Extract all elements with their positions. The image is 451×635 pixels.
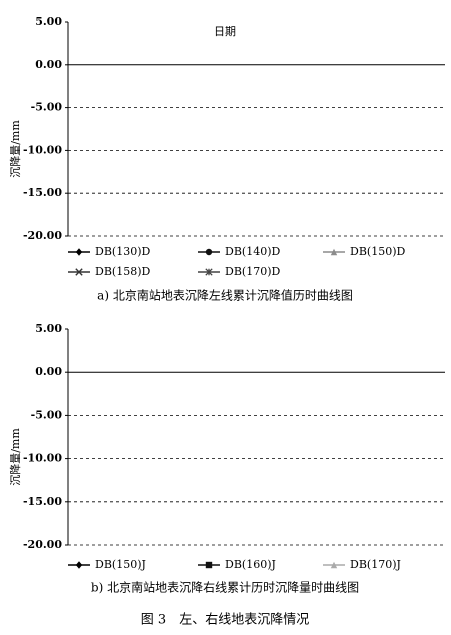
legend-label: DB(170)D [225, 265, 280, 278]
y-tick-label: -20.00 [23, 229, 62, 242]
legend-label: DB(150)J [95, 558, 146, 571]
y-tick-label: -5.00 [31, 101, 63, 114]
legend-label: DB(160)J [225, 558, 276, 571]
legend-marker [205, 561, 213, 569]
legend-label: DB(170)J [350, 558, 401, 571]
figure-caption: 图 3 左、右线地表沉降情况 [141, 613, 309, 628]
legend-label: DB(140)D [225, 245, 280, 258]
y-tick-label: 0.00 [35, 58, 62, 71]
legend-label: DB(158)D [95, 265, 150, 278]
y-tick-label: 0.00 [35, 365, 62, 378]
legend-label: DB(130)D [95, 245, 150, 258]
legend-marker [75, 268, 83, 276]
chart-caption: a) 北京南站地表沉降左线累计沉降值历时曲线图 [97, 288, 353, 303]
y-tick-label: -15.00 [23, 495, 62, 508]
y-tick-label: -5.00 [31, 408, 63, 421]
legend-marker [330, 561, 338, 569]
y-tick-label: 5.00 [35, 15, 62, 28]
y-tick-label: -10.00 [23, 452, 62, 465]
x-axis-label: 日期 [214, 25, 236, 38]
y-tick-label: -15.00 [23, 186, 62, 199]
legend-label: DB(150)D [350, 245, 405, 258]
legend-marker [75, 248, 83, 256]
legend-marker [75, 561, 83, 569]
y-tick-label: 5.00 [35, 322, 62, 335]
y-axis-label: 沉降量/mm [8, 120, 22, 178]
legend-marker [330, 248, 338, 256]
chart-caption: b) 北京南站地表沉降右线累计历时沉降量时曲线图 [91, 580, 359, 595]
y-axis-label: 沉降量/mm [8, 428, 22, 486]
legend-marker [205, 268, 213, 276]
y-tick-label: -10.00 [23, 143, 62, 156]
legend-marker [205, 248, 213, 256]
y-tick-label: -20.00 [23, 538, 62, 551]
